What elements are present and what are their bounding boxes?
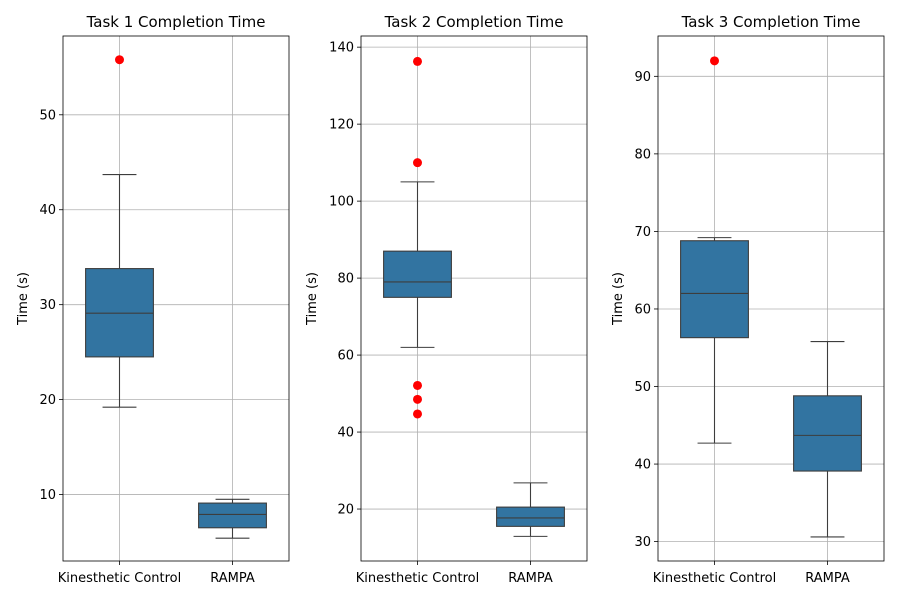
y-tick-label: 40 <box>39 203 56 218</box>
x-tick-label: RAMPA <box>805 571 850 586</box>
box-iqr <box>496 506 565 527</box>
y-tick-label: 30 <box>634 535 651 550</box>
box-kinesthetic-control <box>383 56 452 419</box>
panel-task-2: 20 40 60 80 100 120 140 Kinesthetic Control RAMP… <box>305 13 588 586</box>
y-tick-label: 80 <box>337 272 354 287</box>
y-tick-label: 60 <box>337 349 354 364</box>
y-tick-label: 50 <box>634 380 651 395</box>
y-tick-label: 100 <box>329 195 354 210</box>
outlier-point <box>413 158 422 168</box>
outlier-point <box>413 394 422 404</box>
axes-frame <box>62 35 290 562</box>
outlier-point <box>710 56 719 66</box>
y-tick-label: 60 <box>634 302 651 317</box>
y-axis-label: Time (s) <box>16 272 31 326</box>
y-tick-label: 40 <box>634 458 651 473</box>
outlier-point <box>413 56 422 66</box>
box-iqr <box>793 395 862 472</box>
box-rampa <box>496 482 565 537</box>
y-tick-label: 20 <box>337 503 354 518</box>
box-iqr <box>198 502 267 529</box>
y-tick-label: 70 <box>634 225 651 240</box>
box-kinesthetic-control <box>680 56 749 444</box>
y-axis-label: Time (s) <box>305 272 320 326</box>
chart-title: Task 3 Completion Time <box>681 13 861 31</box>
x-tick-label: RAMPA <box>508 571 553 586</box>
y-tick-label: 10 <box>39 488 56 503</box>
box-iqr <box>383 250 452 298</box>
outlier-point <box>413 409 422 419</box>
x-tick-label: Kinesthetic Control <box>653 571 776 586</box>
box-rampa <box>793 340 862 538</box>
y-axis-label: Time (s) <box>611 272 626 326</box>
y-tick-label: 50 <box>39 108 56 123</box>
panel-task-3: 30 40 50 60 70 80 90 Kinesthetic Control RAMPA Ta… <box>611 13 885 586</box>
box-kinesthetic-control <box>85 55 154 408</box>
x-tick-label: Kinesthetic Control <box>58 571 181 586</box>
y-tick-label: 90 <box>634 70 651 85</box>
axes-frame <box>657 35 885 562</box>
y-tick-label: 40 <box>337 426 354 441</box>
y-tick-label: 20 <box>39 393 56 408</box>
panel-task-1: 10 20 30 40 50 Kinesthetic Control RAMPA Task 1… <box>16 13 290 586</box>
box-iqr <box>680 240 749 339</box>
x-tick-label: RAMPA <box>210 571 255 586</box>
chart-title: Task 2 Completion Time <box>384 13 564 31</box>
chart-title: Task 1 Completion Time <box>86 13 266 31</box>
outlier-point <box>115 55 124 65</box>
y-tick-label: 30 <box>39 298 56 313</box>
y-tick-label: 80 <box>634 147 651 162</box>
y-tick-label: 120 <box>329 118 354 133</box>
box-rampa <box>198 498 267 539</box>
x-tick-label: Kinesthetic Control <box>356 571 479 586</box>
outlier-point <box>413 380 422 390</box>
axes-frame <box>360 35 588 562</box>
y-tick-label: 140 <box>329 41 354 56</box>
